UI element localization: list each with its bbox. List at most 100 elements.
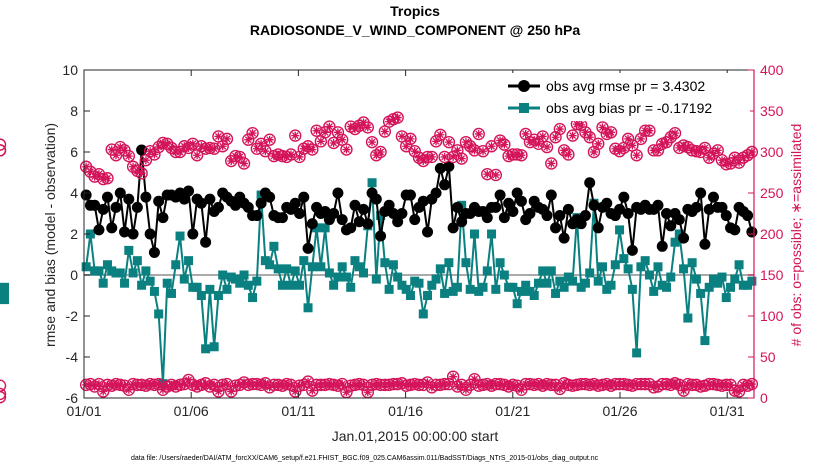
assimilated-asterisk <box>487 142 496 151</box>
possible-circle <box>532 137 545 151</box>
rmse-point <box>498 212 510 224</box>
rmse-point <box>554 210 566 222</box>
bias-point <box>179 274 189 284</box>
assimilated-asterisk <box>491 380 500 389</box>
assimilated-asterisk <box>504 152 513 161</box>
y-left-tick-label: 10 <box>62 62 78 78</box>
assimilated-asterisk <box>692 380 701 389</box>
rmse-point <box>251 210 263 222</box>
rmse-point <box>187 228 199 240</box>
bias-point <box>461 258 471 268</box>
assimilated-asterisk <box>611 380 620 389</box>
count-marker-high <box>630 149 643 162</box>
assimilated-asterisk <box>534 139 543 148</box>
bias-point <box>508 282 518 292</box>
assimilated-asterisk <box>210 144 219 153</box>
assimilated-asterisk <box>602 380 611 389</box>
assimilated-asterisk <box>653 146 662 155</box>
bias-point <box>687 258 697 268</box>
assimilated-asterisk <box>598 123 607 132</box>
count-marker-high <box>340 143 353 156</box>
assimilated-asterisk <box>252 380 261 389</box>
assimilated-asterisk <box>572 380 581 389</box>
assimilated-asterisk <box>244 380 253 389</box>
possible-circle <box>259 377 272 390</box>
assimilated-asterisk <box>581 128 590 137</box>
possible-circle <box>455 152 468 165</box>
bias-point <box>679 264 689 274</box>
assimilated-asterisk <box>636 134 645 143</box>
possible-circle <box>220 132 234 146</box>
assimilated-asterisk <box>359 380 368 389</box>
assimilated-asterisk <box>543 143 552 152</box>
count-marker-high <box>468 144 481 157</box>
possible-circle <box>301 140 315 153</box>
assimilated-asterisk <box>487 381 496 390</box>
assimilated-asterisk <box>355 380 364 389</box>
count-marker-low <box>0 388 7 401</box>
assimilated-asterisk <box>197 380 206 389</box>
bias-point <box>444 258 454 268</box>
assimilated-asterisk <box>547 380 556 389</box>
assimilated-asterisk <box>658 380 667 389</box>
rmse-point <box>626 244 638 256</box>
y-left-tick-label: -6 <box>66 390 79 406</box>
rmse-point <box>93 224 105 236</box>
bias-point <box>649 286 659 296</box>
y-right-tick-label: 250 <box>760 185 784 201</box>
bias-point <box>615 225 625 235</box>
assimilated-asterisk <box>594 139 603 148</box>
assimilated-asterisk <box>248 129 257 138</box>
bias-point <box>201 344 211 354</box>
assimilated-asterisk <box>713 380 722 389</box>
bias-point <box>175 231 185 241</box>
assimilated-asterisk <box>692 147 701 156</box>
rmse-series <box>80 144 758 258</box>
assimilated-asterisk <box>628 141 637 150</box>
assimilated-asterisk <box>141 156 150 165</box>
possible-circle <box>583 131 596 144</box>
assimilated-asterisk <box>222 134 231 143</box>
assimilated-asterisk <box>107 145 116 154</box>
assimilated-asterisk <box>99 175 108 184</box>
assimilated-asterisk <box>696 382 705 391</box>
assimilated-asterisk <box>444 138 453 147</box>
assimilated-asterisk <box>658 139 667 148</box>
assimilated-asterisk <box>479 380 488 389</box>
assimilated-asterisk <box>103 380 112 389</box>
assimilated-asterisk <box>227 157 236 166</box>
assimilated-asterisk <box>504 382 513 391</box>
count-marker-high <box>365 135 379 149</box>
assimilated-asterisk <box>321 380 330 389</box>
assimilated-asterisk <box>645 126 654 135</box>
bias-point <box>465 284 475 294</box>
rmse-point <box>127 228 139 240</box>
possible-circle <box>745 377 759 391</box>
rmse-point <box>703 203 715 215</box>
rmse-point <box>123 193 135 205</box>
assimilated-asterisk <box>628 381 637 390</box>
rmse-point <box>451 201 463 213</box>
rmse-point <box>443 160 455 172</box>
count-marker-high <box>327 136 340 150</box>
possible-circle <box>246 126 259 140</box>
assimilated-asterisk <box>474 129 483 138</box>
possible-circle <box>694 145 707 159</box>
bias-point <box>418 309 428 319</box>
y-left-tick-label: 2 <box>70 226 78 242</box>
possible-circle <box>306 143 319 156</box>
bias-point <box>730 274 740 284</box>
bias-point <box>171 260 181 270</box>
assimilated-asterisk <box>543 380 552 389</box>
possible-circle <box>562 148 575 161</box>
bias-point <box>141 266 151 276</box>
possible-circle <box>613 144 626 158</box>
chart-subtitle: RADIOSONDE_V_WIND_COMPONENT @ 250 hPa <box>250 22 580 38</box>
assimilated-asterisk <box>444 380 453 389</box>
count-marker-high <box>668 126 682 140</box>
assimilated-asterisk <box>534 380 543 389</box>
bias-point <box>337 262 347 272</box>
possible-circle <box>0 144 7 157</box>
rmse-point <box>511 187 523 199</box>
count-series <box>0 112 759 404</box>
